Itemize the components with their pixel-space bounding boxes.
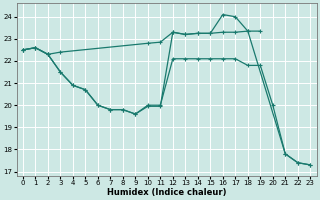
X-axis label: Humidex (Indice chaleur): Humidex (Indice chaleur) xyxy=(107,188,226,197)
